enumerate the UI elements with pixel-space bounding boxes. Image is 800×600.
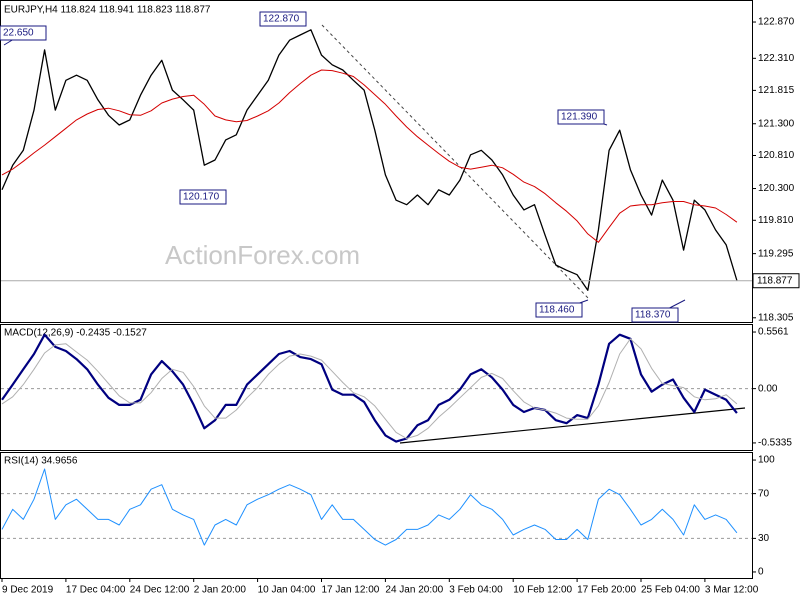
panel-title: RSI(14) 34.9656 bbox=[4, 456, 78, 467]
y-tick-label: 30 bbox=[758, 533, 770, 544]
y-tick-label: 121.815 bbox=[758, 85, 795, 96]
y-tick-label: 122.310 bbox=[758, 53, 795, 64]
last-price-label: 118.877 bbox=[757, 275, 793, 286]
y-tick-label: 120.300 bbox=[758, 183, 795, 194]
trend-line bbox=[321, 24, 591, 301]
annotation: 122.870 bbox=[263, 14, 300, 25]
panel-title: MACD(12,26,9) -0.2435 -0.1527 bbox=[4, 328, 147, 339]
x-tick-label: 17 Jan 12:00 bbox=[322, 585, 380, 596]
y-tick-label: 0.00 bbox=[758, 383, 778, 394]
annotation-box bbox=[259, 11, 307, 27]
y-tick-label: 121.300 bbox=[758, 118, 795, 129]
watermark: ActionForex.com bbox=[165, 240, 360, 270]
series-line bbox=[1, 468, 738, 546]
panel-frame bbox=[0, 452, 753, 579]
x-tick-label: 24 Dec 12:00 bbox=[130, 585, 190, 596]
annotation-box bbox=[535, 302, 583, 318]
y-tick-label: 70 bbox=[758, 488, 770, 499]
series-line bbox=[1, 338, 738, 439]
y-tick-label: 0.5561 bbox=[758, 327, 789, 338]
annotation: 118.370 bbox=[635, 310, 671, 321]
x-tick-label: 24 Jan 20:00 bbox=[385, 585, 443, 596]
panel-frame bbox=[0, 0, 753, 323]
series-line bbox=[1, 333, 738, 443]
x-tick-label: 10 Feb 12:00 bbox=[513, 585, 572, 596]
series-line bbox=[1, 29, 738, 291]
series-line bbox=[1, 69, 738, 243]
annotation: 121.390 bbox=[561, 112, 598, 123]
annotation: 120.170 bbox=[183, 192, 220, 203]
x-tick-label: 3 Mar 12:00 bbox=[705, 585, 759, 596]
y-tick-label: 0 bbox=[758, 567, 764, 578]
x-tick-label: 2 Jan 20:00 bbox=[194, 585, 247, 596]
x-tick-label: 17 Feb 20:00 bbox=[577, 585, 636, 596]
y-tick-label: 119.810 bbox=[758, 215, 794, 226]
annotation: 118.460 bbox=[539, 305, 575, 316]
panel-frame bbox=[0, 324, 753, 451]
y-tick-label: 122.870 bbox=[758, 17, 795, 28]
annotation-box bbox=[557, 109, 605, 125]
y-tick-label: 119.295 bbox=[758, 248, 794, 259]
chart-title: EURJPY,H4 118.824 118.941 118.823 118.87… bbox=[4, 5, 211, 16]
y-tick-label: 100 bbox=[758, 455, 775, 466]
annotation-box bbox=[179, 189, 227, 205]
last-price-box bbox=[752, 273, 800, 289]
x-tick-label: 3 Feb 04:00 bbox=[449, 585, 503, 596]
y-tick-label: 120.810 bbox=[758, 150, 795, 161]
x-tick-label: 25 Feb 04:00 bbox=[641, 585, 700, 596]
trend-line bbox=[399, 407, 746, 444]
x-tick-label: 9 Dec 2019 bbox=[2, 585, 54, 596]
x-tick-label: 17 Dec 04:00 bbox=[66, 585, 126, 596]
annotation: 22.650 bbox=[3, 28, 34, 39]
y-tick-label: -0.5335 bbox=[758, 438, 792, 449]
x-tick-label: 10 Jan 04:00 bbox=[258, 585, 316, 596]
annotation-box bbox=[631, 307, 679, 323]
annotation-box bbox=[0, 25, 47, 41]
y-tick-label: 118.305 bbox=[758, 312, 794, 323]
